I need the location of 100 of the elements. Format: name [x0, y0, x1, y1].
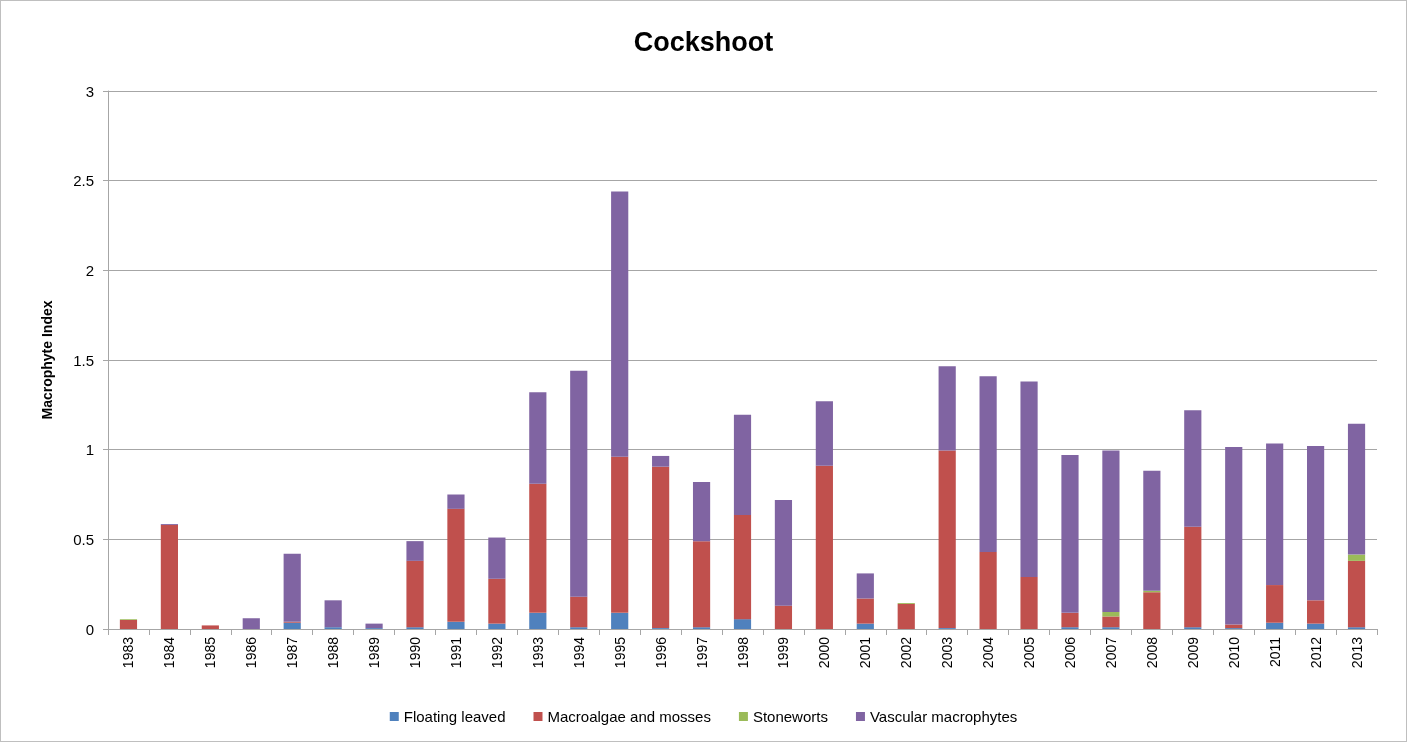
- x-tick-label: 2007: [1102, 636, 1119, 669]
- x-tick-label: 1984: [161, 636, 178, 669]
- bar: [733, 414, 752, 516]
- bar: [406, 541, 424, 561]
- bar: [1307, 600, 1325, 624]
- x-tick-label: 1986: [243, 636, 260, 669]
- bar: [488, 537, 506, 579]
- bar: [529, 612, 547, 629]
- x-tick-label: 2012: [1307, 636, 1324, 669]
- bar: [1102, 450, 1120, 612]
- bar: [1184, 526, 1202, 628]
- bar: [652, 466, 670, 629]
- bar: [529, 483, 547, 613]
- bar: [119, 620, 138, 629]
- bar: [1143, 470, 1161, 591]
- x-tick-label: 1998: [734, 636, 751, 669]
- bar: [201, 625, 219, 629]
- x-tick-label: 2005: [1021, 636, 1038, 669]
- x-tick-label: 1987: [284, 636, 301, 669]
- x-tick-label: 1992: [488, 636, 505, 669]
- bar: [1143, 592, 1161, 629]
- chart-title: Cockshoot: [633, 26, 774, 57]
- bar: [692, 541, 711, 628]
- bar: [570, 370, 588, 597]
- x-tick-label: 1995: [611, 636, 628, 669]
- bar: [324, 600, 342, 628]
- bar: [406, 560, 424, 628]
- x-tick-label: 2011: [1266, 636, 1283, 668]
- legend-label: Stoneworts: [752, 708, 828, 725]
- bar: [815, 401, 833, 466]
- y-tick-label: 1.5: [73, 351, 94, 369]
- x-tick-label: 2000: [816, 636, 833, 669]
- bar: [1266, 443, 1284, 586]
- x-tick-label: 1991: [447, 636, 464, 669]
- bar: [447, 508, 465, 622]
- bar: [774, 499, 793, 606]
- bar: [733, 619, 752, 629]
- bar: [1020, 381, 1038, 577]
- x-tick-label: 2001: [857, 636, 874, 669]
- legend-label: Macroalgae and mosses: [547, 708, 711, 725]
- bar: [611, 456, 629, 613]
- legend-label: Vascular macrophytes: [869, 708, 1018, 725]
- x-tick-label: 2013: [1348, 636, 1365, 669]
- x-tick-label: 2004: [980, 636, 997, 669]
- x-tick-label: 2003: [939, 636, 956, 669]
- bar: [1020, 576, 1038, 629]
- x-tick-label: 2009: [1184, 636, 1201, 669]
- bar: [283, 622, 301, 629]
- x-tick-label: 1990: [407, 636, 424, 669]
- bar: [160, 524, 178, 629]
- bar: [856, 598, 874, 624]
- y-axis-title: Macrophyte Index: [39, 300, 55, 420]
- x-tick-label: 1996: [652, 636, 669, 669]
- bar: [692, 481, 711, 542]
- bar: [938, 450, 956, 629]
- bar: [979, 376, 997, 552]
- legend-label: Floating leaved: [403, 708, 506, 725]
- bar: [1266, 585, 1284, 623]
- bar: [611, 612, 629, 629]
- bar: [1061, 455, 1079, 613]
- x-tick-label: 1994: [570, 636, 587, 669]
- y-tick-label: 3: [85, 82, 94, 100]
- bar: [365, 623, 383, 629]
- bar: [611, 191, 629, 457]
- bar: [1102, 611, 1120, 617]
- bar: [938, 366, 956, 451]
- x-tick-label: 2010: [1225, 636, 1242, 669]
- bar: [1102, 616, 1120, 628]
- bar: [570, 596, 588, 628]
- bar: [488, 578, 506, 624]
- x-tick-label: 2006: [1061, 636, 1078, 669]
- bar: [815, 465, 833, 629]
- y-tick-label: 0: [85, 620, 94, 638]
- bar: [733, 515, 752, 620]
- bar: [447, 621, 465, 629]
- bar: [1266, 622, 1284, 629]
- x-tick-label: 1985: [202, 636, 219, 669]
- y-tick-label: 2: [85, 261, 94, 279]
- x-tick-label: 2008: [1143, 636, 1160, 669]
- x-tick-label: 2002: [898, 636, 915, 669]
- bar: [979, 551, 997, 629]
- bar: [897, 603, 915, 629]
- bar: [1307, 446, 1325, 601]
- bar: [1347, 423, 1366, 555]
- bar: [447, 494, 465, 509]
- x-tick-label: 1993: [529, 636, 546, 669]
- y-tick-label: 1: [85, 441, 94, 459]
- x-tick-label: 1988: [325, 636, 342, 669]
- x-tick-label: 1999: [775, 636, 792, 669]
- bar: [1347, 560, 1366, 628]
- x-tick-label: 1997: [693, 636, 710, 669]
- x-tick-label: 1989: [366, 636, 383, 669]
- bar: [856, 623, 874, 629]
- bar: [856, 573, 874, 599]
- bar: [774, 605, 793, 629]
- y-tick-label: 0.5: [73, 530, 94, 548]
- bar: [1225, 446, 1243, 625]
- x-tick-label: 1983: [120, 636, 137, 669]
- bar: [242, 618, 260, 629]
- bar: [529, 392, 547, 484]
